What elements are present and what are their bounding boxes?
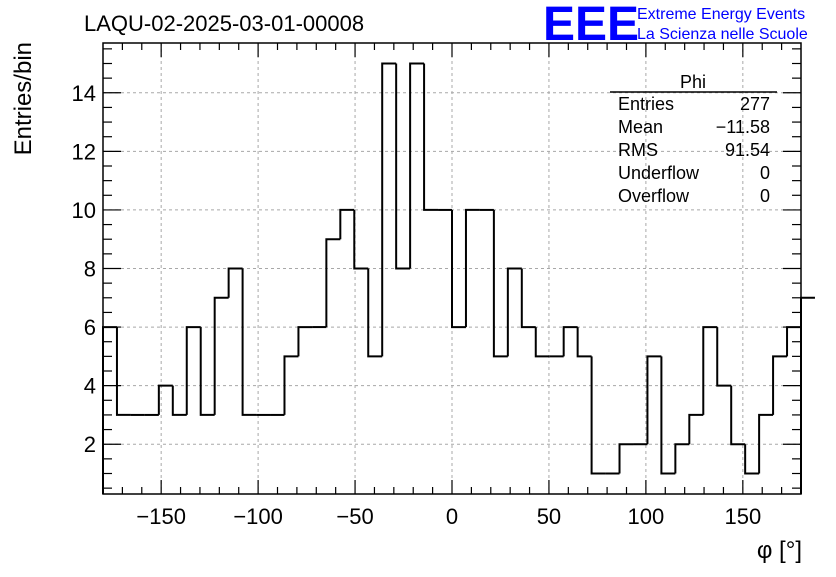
histogram-bin: [464, 208, 480, 328]
stats-value: 0: [760, 163, 770, 183]
histogram-bin: [171, 385, 187, 416]
histogram-bin: [562, 326, 578, 357]
y-tick-label: 4: [84, 374, 96, 399]
histogram-bin: [576, 327, 592, 358]
histogram-bin: [506, 267, 522, 357]
histogram-bin: [353, 209, 369, 270]
histogram-bin: [772, 355, 788, 415]
y-tick-label: 6: [84, 315, 96, 340]
histogram-bin: [716, 327, 732, 387]
histogram-bin: [688, 413, 704, 445]
histogram-bin: [395, 63, 411, 270]
stats-label: Mean: [618, 117, 663, 137]
histogram-bin: [339, 208, 355, 240]
histogram-bin: [367, 268, 383, 358]
x-tick-label: 0: [446, 504, 458, 529]
histogram-bin: [185, 326, 201, 415]
histogram-bin: [381, 62, 397, 357]
eee-logo-text: EEE: [543, 0, 639, 51]
histogram-bin: [451, 209, 466, 329]
eee-logo: EEE Extreme Energy Events La Scienza nel…: [543, 0, 808, 51]
stats-value: 0: [760, 186, 770, 206]
histogram-bin: [590, 356, 606, 475]
histogram-bin: [297, 326, 313, 357]
histogram-bin: [492, 209, 508, 358]
histogram-bin: [157, 384, 173, 415]
stats-label: RMS: [618, 140, 658, 160]
x-axis-label: φ [°]: [757, 537, 802, 564]
histogram-bin: [199, 327, 215, 416]
chart-title: LAQU-02-2025-03-01-00008: [84, 11, 364, 36]
stats-box: Phi Entries 277 Mean −11.58 RMS 91.54 Underflo…: [610, 72, 777, 206]
histogram-bin: [730, 385, 746, 446]
y-tick-label: 12: [72, 139, 96, 164]
x-tick-labels: −150 −100 −50 0 50 100 150: [136, 504, 761, 529]
stats-label: Overflow: [618, 186, 690, 206]
stats-value: 91.54: [725, 140, 770, 160]
histogram-bin: [646, 355, 662, 445]
y-tick-label: 14: [72, 81, 96, 106]
histogram-bin: [660, 356, 676, 475]
histogram-bin: [213, 296, 229, 415]
stats-value: 277: [740, 94, 770, 114]
histogram-bin: [241, 268, 257, 416]
eee-logo-line2: La Scienza nelle Scuole: [637, 26, 808, 43]
histogram-bin: [409, 62, 425, 269]
y-tick-label: 8: [84, 257, 96, 282]
histogram-bin: [702, 326, 718, 415]
histogram-bin: [758, 413, 774, 474]
histogram-bin: [618, 443, 634, 474]
eee-logo-line1: Extreme Energy Events: [637, 6, 805, 23]
x-tick-label: −100: [233, 504, 283, 529]
stats-label: Entries: [618, 94, 674, 114]
y-axis-label: Entries/bin: [10, 42, 37, 155]
y-tick-label: 10: [72, 198, 96, 223]
histogram-bin: [744, 444, 760, 475]
histogram-bin: [115, 327, 131, 416]
histogram-bin: [227, 267, 243, 298]
histogram-bin: [534, 327, 550, 358]
stats-value: −11.58: [716, 117, 770, 137]
stats-title: Phi: [680, 72, 706, 92]
y-tick-label: 2: [84, 432, 96, 457]
histogram-bin: [674, 443, 690, 474]
stats-rows: Entries 277 Mean −11.58 RMS 91.54 Underflow 0 Ov…: [618, 94, 770, 206]
histogram-bin: [283, 355, 299, 415]
y-tick-labels: 2 4 6 8 10 12 14: [72, 81, 96, 457]
stats-label: Underflow: [618, 163, 700, 183]
x-tick-label: 50: [537, 504, 561, 529]
x-tick-label: −50: [336, 504, 373, 529]
axis-ticks: [103, 43, 801, 494]
x-tick-label: 150: [724, 504, 761, 529]
x-tick-label: 100: [628, 504, 665, 529]
histogram-bin: [423, 63, 439, 211]
histogram-bin: [325, 238, 341, 328]
histogram-bin: [520, 268, 536, 329]
x-tick-label: −150: [136, 504, 186, 529]
